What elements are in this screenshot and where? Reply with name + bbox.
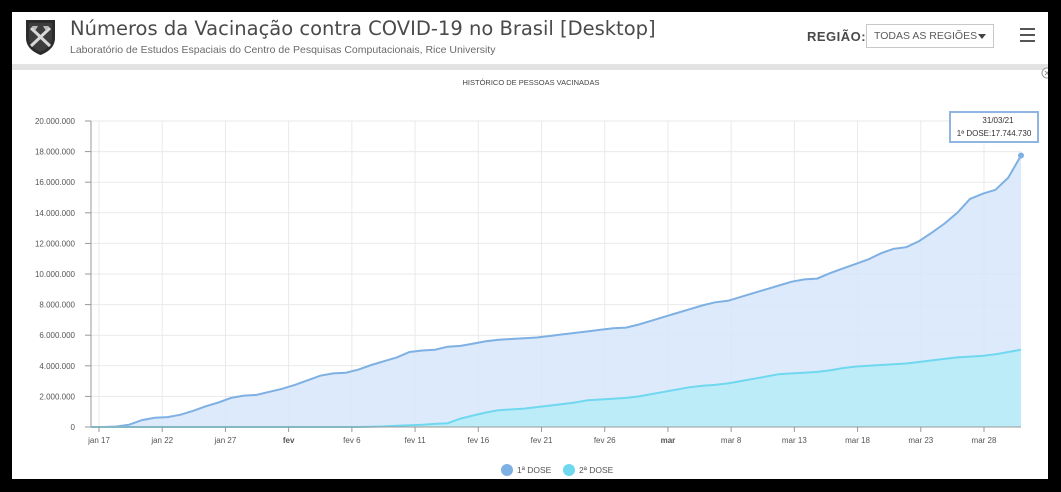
header-divider	[12, 64, 1048, 70]
rice-university-logo-icon	[26, 20, 55, 55]
y-tick-label: 20.000.000	[35, 117, 76, 126]
legend-item-dose2-marker[interactable]	[563, 464, 575, 476]
y-tick-label: 18.000.000	[35, 148, 76, 157]
x-tick-label: fev 26	[594, 436, 616, 445]
tooltip-point	[1018, 152, 1024, 159]
y-tick-label: 4.000.000	[39, 362, 75, 371]
app-window: Números da Vacinação contra COVID-19 no …	[12, 12, 1048, 479]
region-select-value: TODAS AS REGIÕES	[874, 30, 978, 42]
page-subtitle: Laboratório de Estudos Espaciais do Cent…	[70, 44, 496, 56]
x-tick-label: mar 18	[845, 436, 870, 445]
legend-item-dose2-label[interactable]: 2ª DOSE	[579, 465, 614, 475]
tooltip-box	[949, 111, 1039, 143]
y-tick-label: 6.000.000	[39, 331, 75, 340]
x-tick-label: jan 27	[214, 436, 237, 445]
x-tick-label: fev 21	[531, 436, 553, 445]
x-tick-label: mar 13	[782, 436, 807, 445]
y-tick-label: 10.000.000	[35, 270, 76, 279]
chart-title: HISTÓRICO DE PESSOAS VACINADAS	[463, 78, 600, 87]
vaccination-chart: HISTÓRICO DE PESSOAS VACINADAS 0 2.000.00…	[35, 78, 1039, 476]
region-select[interactable]: TODAS AS REGIÕES	[866, 24, 994, 48]
app-header: Números da Vacinação contra COVID-19 no …	[12, 12, 1048, 65]
hamburger-menu-icon[interactable]	[1020, 27, 1036, 43]
x-tick-label: jan 22	[150, 436, 173, 445]
tooltip-value: 1ª DOSE:17.744.730	[957, 129, 1032, 138]
x-tick-label: fev 11	[404, 436, 426, 445]
y-tick-label: 0	[71, 423, 76, 432]
expand-icon[interactable]	[1041, 67, 1048, 79]
legend-item-dose1-marker[interactable]	[501, 464, 513, 476]
x-tick-label: fev 6	[343, 436, 361, 445]
y-tick-label: 8.000.000	[39, 301, 75, 310]
x-tick-label: jan 17	[87, 436, 110, 445]
page-title: Números da Vacinação contra COVID-19 no …	[70, 17, 656, 40]
dose1-line	[91, 155, 1022, 428]
y-tick-label: 14.000.000	[35, 209, 76, 218]
y-tick-label: 12.000.000	[35, 239, 76, 248]
legend-item-dose1-label[interactable]: 1ª DOSE	[517, 465, 552, 475]
x-tick-label: fev	[283, 436, 295, 445]
chevron-down-icon	[978, 34, 986, 39]
y-tick-label: 2.000.000	[39, 392, 75, 401]
region-label: REGIÃO:	[807, 29, 867, 44]
tooltip-date: 31/03/21	[982, 116, 1014, 125]
y-tick-label: 16.000.000	[35, 178, 76, 187]
x-tick-label: fev 16	[467, 436, 489, 445]
x-tick-label: mar 28	[972, 436, 997, 445]
x-tick-label: mar 8	[721, 436, 742, 445]
x-tick-label: mar	[661, 436, 676, 445]
x-tick-label: mar 23	[908, 436, 933, 445]
dose2-area	[91, 349, 1021, 427]
dose1-area	[91, 155, 1021, 427]
